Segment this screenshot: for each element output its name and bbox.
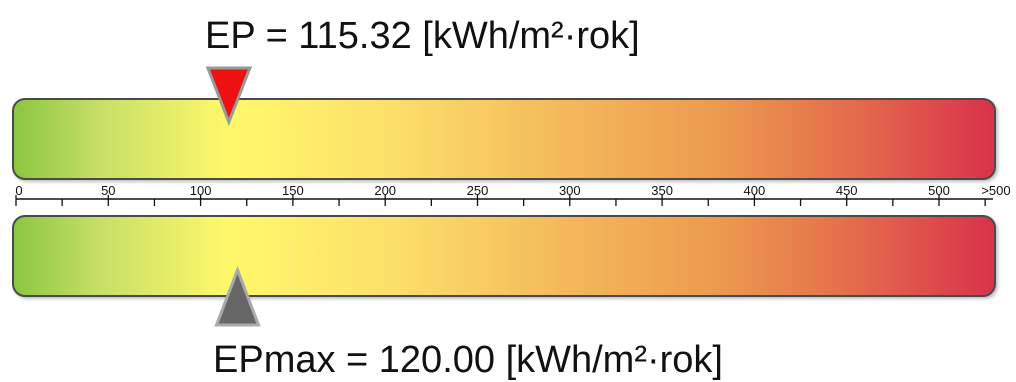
epmax-value-label: EPmax = 120.00 [kWh/m²·rok]: [213, 339, 723, 381]
scale-tick-label: 500: [928, 183, 950, 198]
scale-tick-label: 450: [836, 183, 858, 198]
scale-tick-label: 100: [190, 183, 212, 198]
energy-scale-bar-max: [12, 215, 996, 297]
ep-value-label: EP = 115.32 [kWh/m²·rok]: [205, 15, 640, 57]
scale-tick-label: 300: [559, 183, 581, 198]
scale-tick-label: 200: [374, 183, 396, 198]
scale-tick-label: >500: [981, 183, 1010, 198]
scale-tick-label: 250: [467, 183, 489, 198]
scale-tick-label: 400: [744, 183, 766, 198]
scale-tick-label: 350: [651, 183, 673, 198]
scale-tick-label: 50: [101, 183, 115, 198]
energy-scale-bar-actual: [12, 98, 996, 180]
energy-scale-axis: 0 50 100 150 200 250 300 350 400 450 500 >500: [15, 183, 1011, 206]
scale-tick-label: 150: [282, 183, 304, 198]
scale-tick-label: 0: [15, 183, 22, 198]
